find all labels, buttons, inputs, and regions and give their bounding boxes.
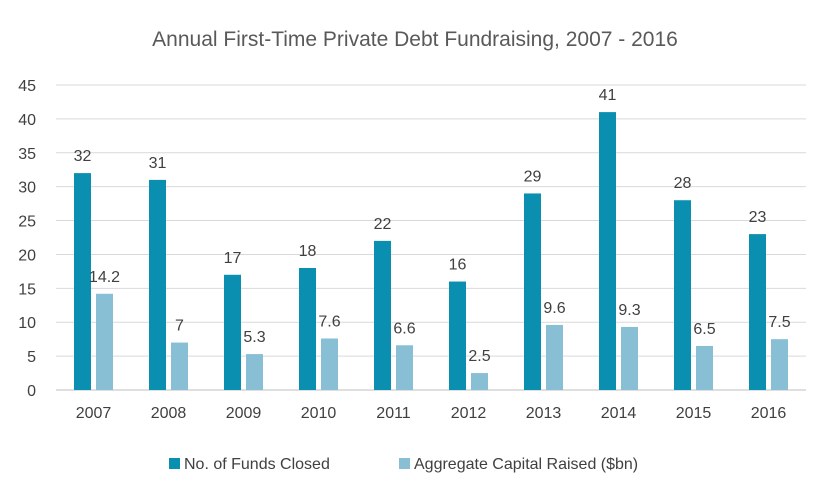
data-label: 16 [449,257,467,274]
x-tick-label: 2008 [151,405,187,422]
x-tick-label: 2015 [676,405,712,422]
data-label: 41 [599,87,617,104]
y-tick-label: 25 [18,214,36,231]
bar-capital-raised [771,339,788,390]
y-tick-label: 5 [27,349,36,366]
y-tick-label: 0 [27,383,36,400]
bar-funds-closed [674,200,691,390]
bar-funds-closed [599,112,616,390]
bar-funds-closed [449,281,466,390]
bar-capital-raised [396,345,413,390]
data-label: 6.6 [393,320,415,337]
y-tick-label: 20 [18,247,36,264]
data-label: 6.5 [693,321,715,338]
bar-funds-closed [299,268,316,390]
data-label: 22 [374,216,392,233]
data-label: 9.6 [543,300,565,317]
bar-capital-raised [246,354,263,390]
data-labels: 32 14.2 31 7 17 5.3 18 7.6 22 6.6 16 2.5 29 9.6 41 9.3 2… [74,87,791,365]
bar-funds-closed [749,234,766,390]
x-tick-label: 2009 [226,405,262,422]
x-tick-label: 2012 [451,405,487,422]
data-label: 28 [674,175,692,192]
bar-capital-raised [96,293,113,390]
bar-capital-raised [621,326,638,390]
x-tick-label: 2007 [76,405,112,422]
bar-funds-closed [74,173,91,390]
legend: No. of Funds Closed Aggregate Capital Rai… [169,456,638,473]
y-tick-label: 15 [18,281,36,298]
chart-title: Annual First-Time Private Debt Fundraisi… [152,28,678,51]
bar-funds-closed [524,193,541,390]
data-label: 2.5 [468,348,490,365]
bar-capital-raised [321,338,338,390]
x-tick-label: 2010 [301,405,337,422]
data-label: 5.3 [243,329,265,346]
x-tick-label: 2014 [601,405,637,422]
data-label: 18 [299,243,317,260]
bar-capital-raised [696,345,713,390]
y-tick-label: 30 [18,180,36,197]
gridlines [56,84,806,391]
bar-funds-closed [374,240,391,390]
data-label: 14.2 [89,269,120,286]
data-label: 9.3 [618,302,640,319]
legend-label: Aggregate Capital Raised ($bn) [414,456,638,473]
bar-capital-raised [546,324,563,390]
data-label: 7 [175,318,184,335]
bar-capital-raised [171,342,188,390]
bar-funds-closed [149,179,166,390]
data-label: 23 [749,209,767,226]
bars [74,112,788,390]
data-label: 32 [74,148,92,165]
y-tick-label: 45 [18,78,36,95]
y-tick-label: 35 [18,146,36,163]
bar-funds-closed [224,274,241,390]
bar-capital-raised [471,373,488,390]
data-label: 29 [524,168,542,185]
legend-swatch [399,458,410,469]
data-label: 31 [149,155,167,172]
legend-label: No. of Funds Closed [184,456,330,473]
x-tick-label: 2016 [751,405,787,422]
data-label: 17 [224,250,242,267]
x-tick-label: 2011 [376,405,411,422]
y-axis-ticks: 0 5 10 15 20 25 30 35 40 45 [18,78,36,400]
y-tick-label: 40 [18,112,36,129]
x-axis-ticks: 2007 2008 2009 2010 2011 2012 2013 2014 2015 2016 [76,405,787,422]
x-tick-label: 2013 [526,405,562,422]
data-label: 7.6 [318,313,340,330]
y-tick-label: 10 [18,315,36,332]
legend-swatch [169,458,180,469]
data-label: 7.5 [768,314,790,331]
